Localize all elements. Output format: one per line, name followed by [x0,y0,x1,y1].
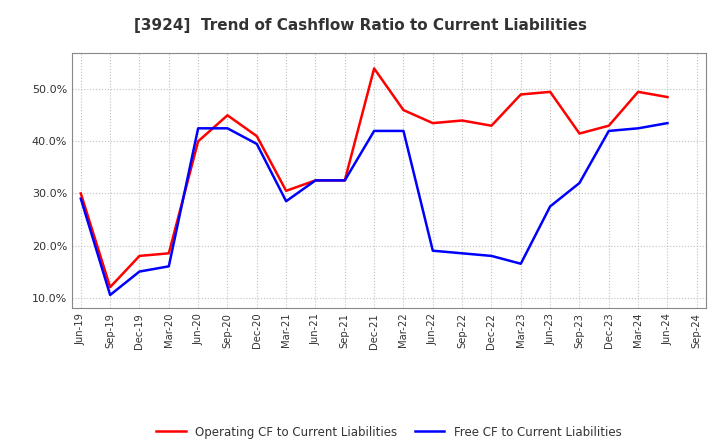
Operating CF to Current Liabilities [164,251,173,256]
Free CF to Current Liabilities [164,264,173,269]
Free CF to Current Liabilities [135,269,144,274]
Operating CF to Current Liabilities [575,131,584,136]
Free CF to Current Liabilities [223,126,232,131]
Free CF to Current Liabilities [546,204,554,209]
Free CF to Current Liabilities [634,126,642,131]
Free CF to Current Liabilities [487,253,496,259]
Free CF to Current Liabilities [106,292,114,297]
Free CF to Current Liabilities [575,180,584,186]
Free CF to Current Liabilities [282,198,290,204]
Operating CF to Current Liabilities [223,113,232,118]
Operating CF to Current Liabilities [106,285,114,290]
Free CF to Current Liabilities [663,121,672,126]
Line: Operating CF to Current Liabilities: Operating CF to Current Liabilities [81,69,667,287]
Operating CF to Current Liabilities [76,191,85,196]
Free CF to Current Liabilities [605,128,613,134]
Free CF to Current Liabilities [370,128,379,134]
Free CF to Current Liabilities [458,251,467,256]
Operating CF to Current Liabilities [458,118,467,123]
Operating CF to Current Liabilities [253,133,261,139]
Free CF to Current Liabilities [341,178,349,183]
Free CF to Current Liabilities [194,126,202,131]
Operating CF to Current Liabilities [311,178,320,183]
Operating CF to Current Liabilities [487,123,496,128]
Operating CF to Current Liabilities [663,95,672,100]
Free CF to Current Liabilities [253,141,261,147]
Operating CF to Current Liabilities [634,89,642,95]
Free CF to Current Liabilities [76,196,85,201]
Operating CF to Current Liabilities [546,89,554,95]
Operating CF to Current Liabilities [370,66,379,71]
Free CF to Current Liabilities [311,178,320,183]
Free CF to Current Liabilities [399,128,408,134]
Operating CF to Current Liabilities [605,123,613,128]
Operating CF to Current Liabilities [516,92,525,97]
Operating CF to Current Liabilities [194,139,202,144]
Operating CF to Current Liabilities [399,107,408,113]
Text: [3924]  Trend of Cashflow Ratio to Current Liabilities: [3924] Trend of Cashflow Ratio to Curren… [133,18,587,33]
Operating CF to Current Liabilities [282,188,290,194]
Line: Free CF to Current Liabilities: Free CF to Current Liabilities [81,123,667,295]
Legend: Operating CF to Current Liabilities, Free CF to Current Liabilities: Operating CF to Current Liabilities, Fre… [151,421,626,440]
Free CF to Current Liabilities [516,261,525,266]
Operating CF to Current Liabilities [341,178,349,183]
Operating CF to Current Liabilities [428,121,437,126]
Free CF to Current Liabilities [428,248,437,253]
Operating CF to Current Liabilities [135,253,144,259]
